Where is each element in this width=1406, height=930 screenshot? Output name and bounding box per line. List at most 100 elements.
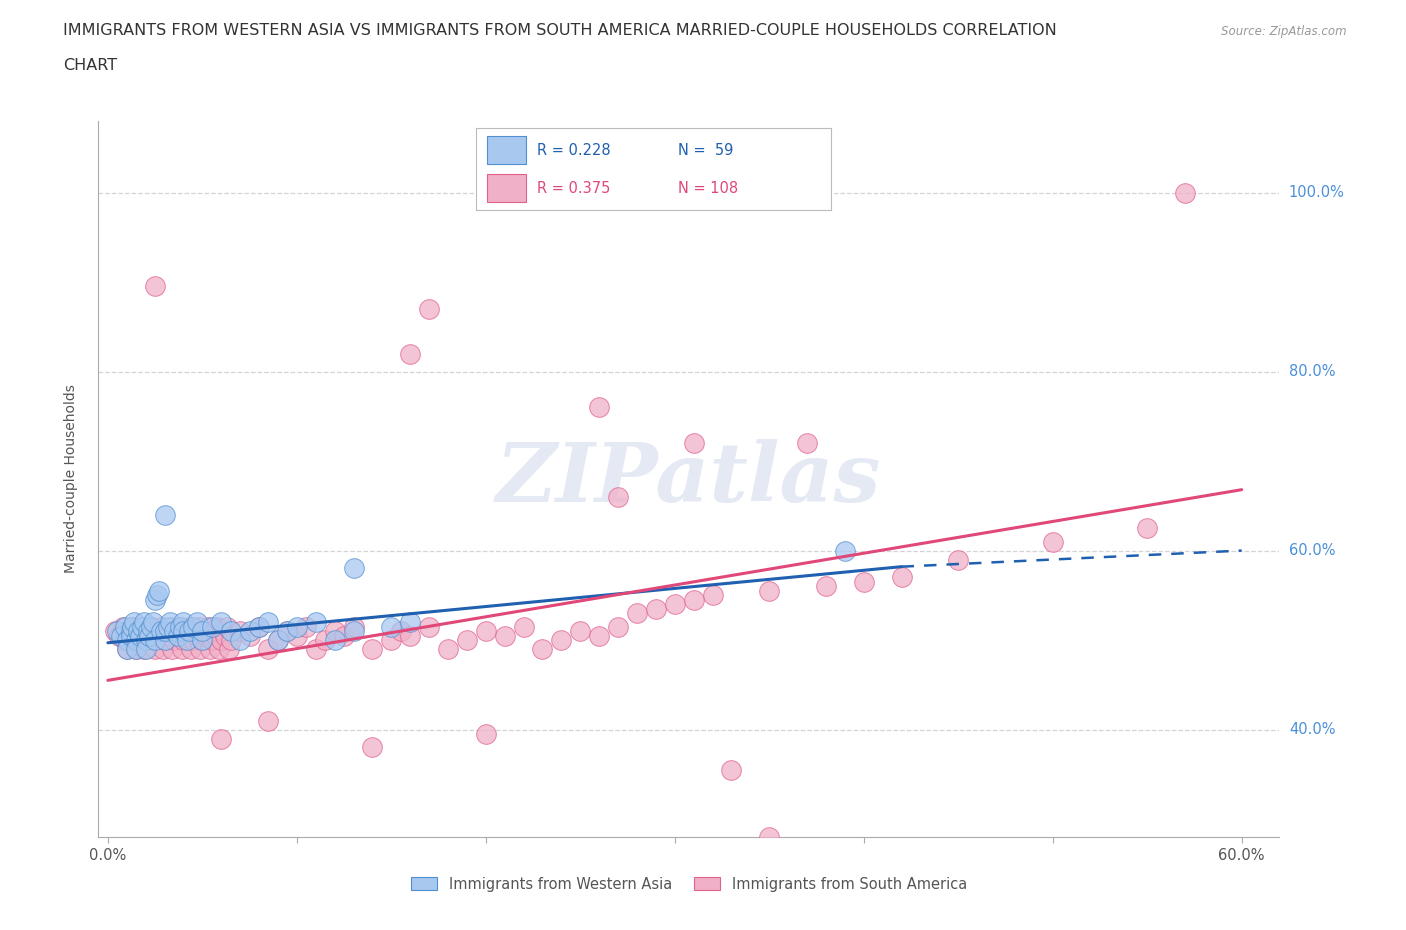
Point — [120, 628, 142, 643]
Point — [720, 763, 742, 777]
Point — [104, 624, 127, 639]
Point — [163, 632, 186, 647]
Point — [146, 624, 169, 639]
Point — [814, 578, 837, 593]
Point — [176, 628, 198, 643]
Point — [114, 632, 136, 647]
Point — [212, 624, 235, 639]
Point — [295, 619, 318, 634]
Point — [399, 615, 422, 630]
Point — [207, 619, 229, 634]
Point — [475, 726, 498, 741]
Point — [184, 624, 207, 639]
Point — [190, 642, 212, 657]
Point — [218, 642, 240, 657]
Point — [143, 279, 166, 294]
Point — [607, 489, 630, 504]
Point — [138, 628, 160, 643]
Point — [143, 632, 166, 647]
Point — [157, 628, 180, 643]
Text: IMMIGRANTS FROM WESTERN ASIA VS IMMIGRANTS FROM SOUTH AMERICA MARRIED-COUPLE HOU: IMMIGRANTS FROM WESTERN ASIA VS IMMIGRAN… — [63, 23, 1057, 38]
Point — [124, 632, 146, 647]
Point — [361, 740, 384, 755]
Point — [166, 628, 188, 643]
Text: 100.0%: 100.0% — [1289, 185, 1344, 200]
Point — [208, 642, 231, 657]
Point — [136, 624, 159, 639]
Point — [160, 642, 183, 657]
Point — [758, 583, 780, 598]
Text: ZIPatlas: ZIPatlas — [496, 439, 882, 519]
Point — [132, 615, 155, 630]
Point — [361, 642, 384, 657]
Point — [135, 632, 157, 647]
Point — [181, 619, 204, 634]
Point — [247, 619, 270, 634]
Point — [135, 632, 157, 647]
Point — [197, 619, 219, 634]
Point — [437, 642, 460, 657]
Point — [127, 624, 149, 639]
Point — [148, 628, 170, 643]
Point — [159, 615, 181, 630]
Point — [166, 628, 188, 643]
Point — [191, 632, 214, 647]
Point — [153, 632, 176, 647]
Point — [115, 642, 138, 657]
Point — [588, 400, 610, 415]
Point — [257, 713, 280, 728]
Point — [418, 619, 440, 634]
Point — [125, 632, 148, 647]
Point — [193, 624, 215, 639]
Point — [180, 642, 202, 657]
Point — [174, 624, 197, 639]
Point — [169, 619, 191, 634]
Point — [399, 628, 422, 643]
Point — [852, 575, 875, 590]
Point — [229, 632, 252, 647]
Point — [1136, 521, 1159, 536]
Point — [121, 619, 143, 634]
Point — [105, 624, 128, 639]
Point — [201, 632, 224, 647]
Point — [257, 642, 280, 657]
Point — [314, 632, 336, 647]
Point — [129, 628, 152, 643]
Point — [267, 632, 290, 647]
Point — [1174, 185, 1197, 200]
Point — [219, 632, 242, 647]
Point — [305, 615, 328, 630]
Point — [141, 619, 163, 634]
Point — [153, 624, 176, 639]
Point — [276, 624, 298, 639]
Point — [834, 543, 856, 558]
Point — [191, 632, 214, 647]
Point — [142, 632, 165, 647]
Point — [114, 619, 136, 634]
Point — [758, 830, 780, 844]
Point — [201, 619, 224, 634]
Text: 60.0%: 60.0% — [1219, 848, 1265, 863]
Point — [531, 642, 554, 657]
Point — [267, 632, 290, 647]
Point — [588, 628, 610, 643]
Point — [131, 619, 153, 634]
Point — [285, 628, 308, 643]
Point — [239, 628, 262, 643]
Point — [209, 615, 232, 630]
Point — [179, 624, 201, 639]
Point — [475, 624, 498, 639]
Point — [209, 632, 232, 647]
Point — [202, 624, 225, 639]
Point — [380, 619, 402, 634]
Text: 0.0%: 0.0% — [89, 848, 127, 863]
Point — [132, 642, 155, 657]
Point — [131, 619, 153, 634]
Point — [214, 628, 236, 643]
Point — [129, 628, 152, 643]
Point — [149, 619, 172, 634]
Point — [569, 624, 592, 639]
Point — [179, 619, 201, 634]
Point — [494, 628, 516, 643]
Y-axis label: Married-couple Households: Married-couple Households — [63, 384, 77, 574]
